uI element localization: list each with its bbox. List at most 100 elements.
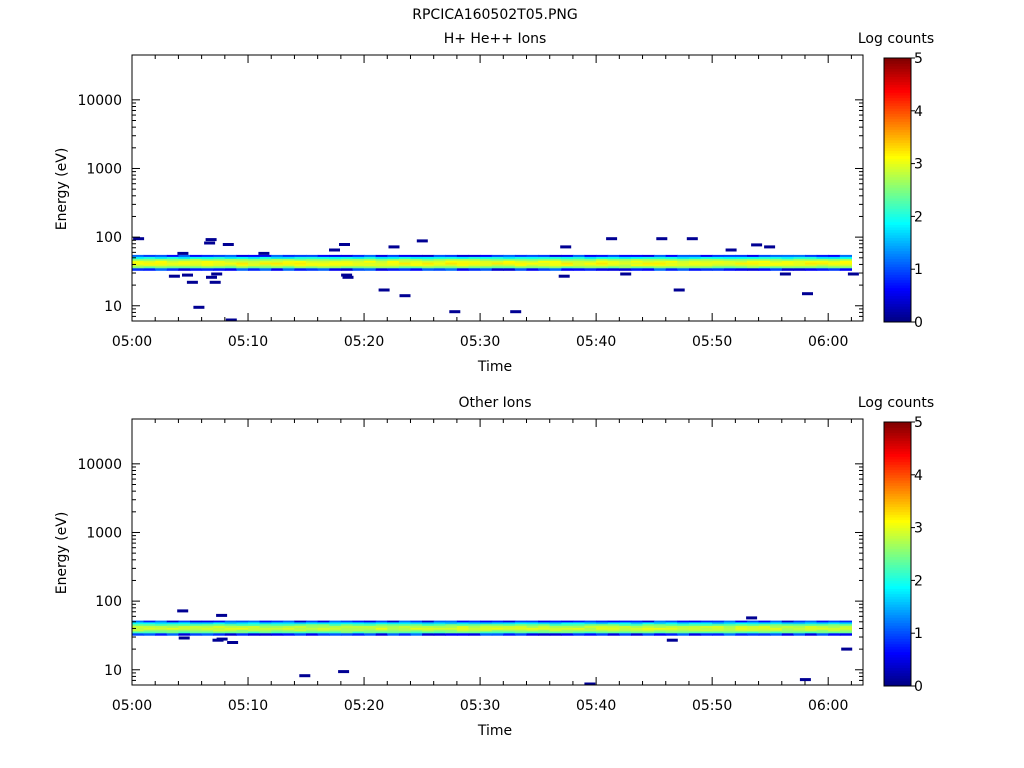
sparse-bin [558,274,570,278]
sparse-bin [193,305,205,309]
band-cell [491,627,504,631]
band-cell [770,629,783,633]
band-cell [665,627,678,631]
band-cell [526,624,539,627]
band-cell [480,627,493,631]
band-cell [398,260,412,264]
band-cell [549,256,562,260]
band-cell [213,633,226,636]
band-cell [723,268,736,271]
colorbar-swatch [884,522,911,526]
band-cell [770,264,783,267]
band-cell [839,256,852,260]
band-cell [712,268,725,271]
band-cell [398,633,412,636]
x-tick-label: 05:30 [460,334,500,350]
band-cell [805,629,818,633]
band-cell [689,268,702,271]
band-cell [433,633,446,636]
band-cell [526,256,539,260]
colorbar-swatch [884,480,911,484]
sparse-bin [341,273,353,277]
band-cell [793,624,806,627]
colorbar-swatch [884,153,911,157]
band-cell [596,256,609,260]
band-cell [282,266,295,269]
band-cell [143,633,156,636]
band-cell [828,633,841,636]
band-cell [375,268,388,271]
band-cell [132,629,145,633]
colorbar-swatch [884,572,911,576]
band-cell [491,258,504,262]
band-cell [700,633,713,636]
band-cell [538,624,551,627]
band-cell [143,268,156,271]
band-cell [596,260,609,264]
band-cell [712,262,725,266]
band-cell [619,264,632,267]
colorbar-swatch [884,675,911,679]
sparse-bin [725,248,737,252]
band-cell [282,262,295,266]
band-cell [689,262,702,266]
colorbar-swatch [884,569,911,573]
band-cell [259,622,272,625]
sparse-bin [746,616,758,620]
band-cell [480,620,493,623]
band-cell [758,258,771,262]
band-cell [387,260,400,264]
band-cell [584,624,597,627]
band-cell [689,266,702,269]
colorbar-swatch [884,94,911,99]
band-cell [642,622,655,625]
band-cell [201,624,214,627]
band-cell [514,258,528,262]
x-tick-label: 05:40 [576,698,616,714]
band-cell [213,622,226,625]
band-cell [549,260,562,264]
band-cell [155,624,168,627]
band-cell [630,622,644,625]
colorbar-swatch [884,126,911,130]
band-cell [514,633,528,636]
band-cell [166,264,179,267]
band-cell [178,631,191,634]
band-cell [654,266,667,269]
band-cell [294,254,307,258]
band-cell [433,262,446,266]
band-cell [132,631,145,634]
colorbar-swatch [884,649,911,653]
band-cell [201,254,214,258]
colorbar-swatch [884,501,911,505]
band-cell [433,626,446,629]
band-cell [143,258,156,262]
band-cell [538,627,551,631]
band-cell [178,254,191,258]
band-cell [317,262,330,266]
band-cell [781,629,794,633]
band-cell [781,626,794,629]
band-cell [480,633,493,636]
band-cell [248,254,261,258]
band-cell [700,262,713,266]
band-cell [340,260,354,264]
band-cell [677,260,690,264]
y-tick-label: 1000 [86,161,122,177]
band-cell [410,254,423,258]
band-cell [503,262,516,266]
band-cell [433,629,446,633]
band-cell [839,627,852,631]
band-cell [816,260,829,264]
band-cell [654,627,667,631]
band-cell [364,626,377,629]
band-cell [445,624,458,627]
band-cell [665,631,678,634]
band-cell [630,631,644,634]
band-cell [642,624,655,627]
band-cell [422,627,435,631]
band-cell [561,624,574,627]
band-cell [456,622,470,625]
colorbar-swatch [884,308,911,312]
band-cell [468,266,481,269]
